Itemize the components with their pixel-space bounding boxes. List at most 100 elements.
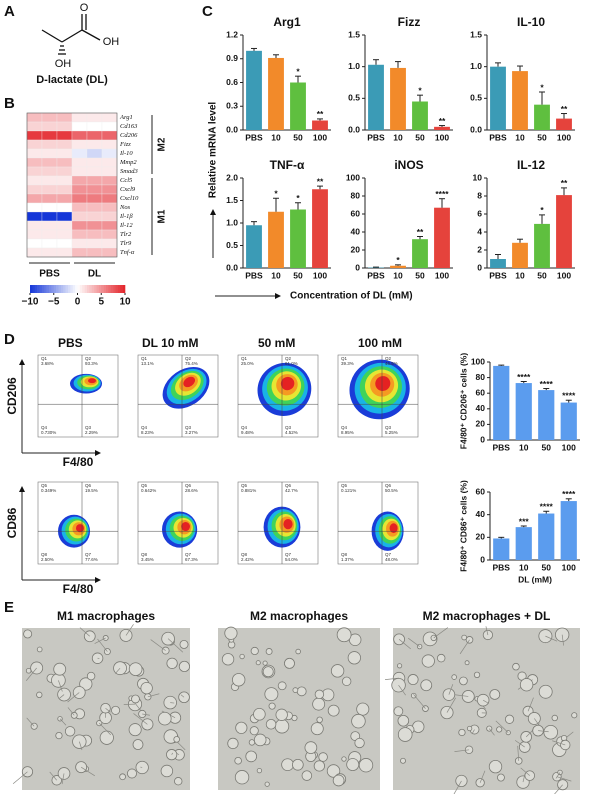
heatmap-cell bbox=[71, 148, 88, 159]
cell-process bbox=[125, 624, 134, 636]
quadrant-label: Q5 bbox=[241, 483, 248, 488]
cell-process bbox=[79, 627, 91, 637]
y-tick-label: 60 bbox=[476, 486, 486, 496]
cell-process bbox=[94, 637, 106, 644]
cell bbox=[275, 708, 288, 721]
bar bbox=[412, 239, 428, 268]
cell bbox=[473, 671, 481, 679]
x-axis-label: F4/80 bbox=[63, 582, 94, 596]
cell bbox=[234, 770, 250, 785]
heatmap-cell bbox=[41, 229, 58, 240]
x-tick-label: PBS bbox=[489, 270, 507, 280]
x-axis-label: F4/80 bbox=[63, 455, 94, 469]
chart-title: Arg1 bbox=[273, 15, 301, 29]
chart-title: TNF-α bbox=[270, 158, 305, 172]
x-tick-label: 10 bbox=[519, 442, 529, 452]
y-axis-label: Relative mRNA level bbox=[208, 102, 219, 199]
quadrant-label: 1.37% bbox=[341, 557, 354, 562]
quadrant-label: Q3 bbox=[285, 425, 292, 430]
colorbar-segment bbox=[34, 285, 38, 293]
cell bbox=[347, 651, 361, 665]
x-tick-label: 10 bbox=[271, 132, 281, 142]
cell bbox=[53, 662, 67, 676]
cell bbox=[466, 725, 473, 732]
heatmap-cell bbox=[71, 211, 88, 222]
quadrant-label: 61.0% bbox=[285, 361, 298, 366]
cell bbox=[245, 750, 258, 763]
cell-process bbox=[479, 770, 486, 783]
y-axis-label: CD206 bbox=[5, 377, 19, 415]
heatmap-cell bbox=[26, 121, 43, 132]
heatmap-cell bbox=[101, 112, 118, 123]
significance: **** bbox=[435, 189, 449, 199]
cell bbox=[265, 648, 273, 655]
bar bbox=[268, 211, 284, 268]
chart-title: iNOS bbox=[394, 158, 423, 172]
quadrant-label: Q4 bbox=[241, 425, 248, 430]
cell bbox=[131, 694, 140, 704]
quadrant-label: Q3 bbox=[185, 425, 192, 430]
quadrant-label: 0.642% bbox=[141, 488, 156, 493]
x-axis-label: Concentration of DL (mM) bbox=[290, 291, 413, 302]
heatmap-cell bbox=[71, 202, 88, 213]
bar bbox=[368, 64, 384, 130]
x-tick-label: 10 bbox=[515, 270, 525, 280]
quadrant-label: 8.95% bbox=[341, 430, 354, 435]
colorbar-tick-label: 5 bbox=[98, 297, 104, 308]
heatmap-cell bbox=[71, 121, 88, 132]
heatmap-cell bbox=[56, 247, 73, 258]
colorbar-segment bbox=[70, 285, 74, 293]
heatmap-cell bbox=[86, 193, 103, 204]
colorbar-segment bbox=[58, 285, 62, 293]
gene-label: Arg1 bbox=[119, 114, 133, 121]
colorbar-segment bbox=[46, 285, 50, 293]
cell-process bbox=[454, 749, 470, 752]
colorbar-segment bbox=[113, 285, 116, 293]
significance: ** bbox=[439, 116, 446, 126]
cell-process bbox=[433, 627, 449, 639]
heatmap-cell bbox=[41, 121, 58, 132]
colorbar-segment bbox=[77, 285, 81, 293]
cell-process bbox=[534, 718, 540, 726]
cell-process bbox=[482, 699, 490, 704]
cell bbox=[281, 758, 294, 772]
cell bbox=[482, 629, 494, 641]
heatmap-cell bbox=[101, 193, 118, 204]
bar bbox=[246, 225, 262, 268]
x-tick-label: 10 bbox=[515, 132, 525, 142]
quadrant-label: Q6 bbox=[385, 483, 392, 488]
cell bbox=[256, 767, 263, 774]
cell-process bbox=[49, 771, 57, 781]
cell-process bbox=[67, 692, 80, 703]
x-tick-label: 100 bbox=[313, 270, 327, 280]
cell-process bbox=[59, 694, 65, 699]
heatmap-cell bbox=[101, 247, 118, 258]
heatmap-cell bbox=[41, 166, 58, 177]
bar bbox=[560, 402, 577, 440]
heatmap-cell bbox=[86, 121, 103, 132]
heatmap-cell bbox=[41, 175, 58, 186]
y-tick-label: 0 bbox=[480, 434, 485, 444]
cell bbox=[255, 660, 261, 666]
cell bbox=[488, 759, 503, 774]
colorbar-segment bbox=[96, 285, 100, 293]
cell bbox=[330, 664, 345, 678]
heatmap-cell bbox=[101, 130, 118, 141]
heatmap-cell bbox=[56, 166, 73, 177]
cell-process bbox=[520, 767, 530, 776]
cell bbox=[284, 657, 295, 669]
heatmap-cell bbox=[56, 184, 73, 195]
cell bbox=[351, 713, 366, 729]
cell bbox=[538, 684, 553, 699]
x-tick-label: 100 bbox=[562, 562, 576, 572]
bar bbox=[412, 101, 428, 130]
cell bbox=[132, 739, 144, 750]
cell bbox=[64, 726, 76, 737]
y-tick-label: 1.0 bbox=[470, 61, 482, 71]
quadrant-label: 42.7% bbox=[285, 488, 298, 493]
quadrant-label: Q2 bbox=[385, 356, 392, 361]
column-header: 100 mM bbox=[358, 336, 402, 350]
colorbar-segment bbox=[91, 285, 95, 293]
x-tick-label: 100 bbox=[435, 270, 449, 280]
